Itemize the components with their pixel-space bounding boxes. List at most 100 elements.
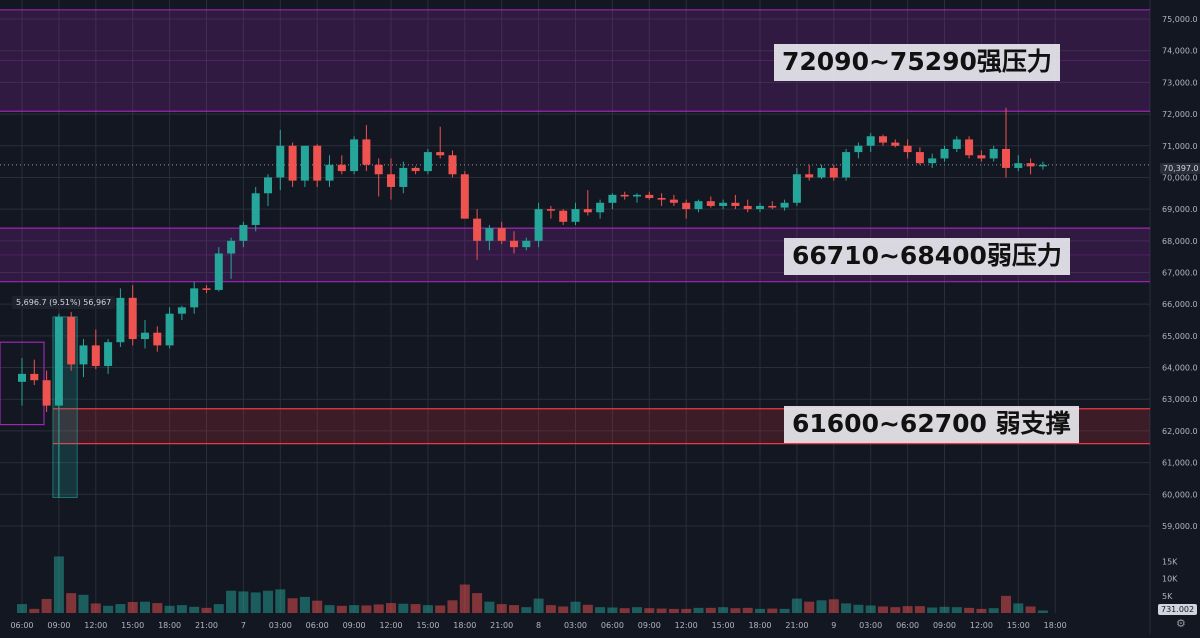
volume-bar (176, 605, 187, 613)
candle-body (928, 158, 937, 164)
time-tick-label: 21:00 (785, 621, 808, 630)
settings-gear-icon[interactable]: ⚙ (1176, 617, 1186, 630)
candle-body (116, 297, 125, 343)
candle-body (571, 209, 580, 222)
price-tick-label: 74,000.0 (1162, 47, 1198, 56)
time-tick-label: 18:00 (1044, 621, 1067, 630)
candle-body (30, 373, 39, 381)
volume-bar (841, 603, 852, 613)
volume-bar (607, 607, 618, 613)
candle-body (374, 164, 383, 175)
time-tick-label: 03:00 (269, 621, 292, 630)
candle-body (510, 240, 518, 248)
price-tick-label: 61,000.0 (1162, 459, 1198, 468)
volume-bar (152, 603, 163, 613)
time-tick-label: 21:00 (490, 621, 513, 630)
volume-bar (755, 608, 765, 613)
zone-label-weak-support: 61600~62700 弱支撑 (784, 406, 1079, 443)
volume-bar (435, 605, 446, 613)
volume-bar (386, 603, 396, 613)
candle-body (866, 136, 875, 146)
candle-body (177, 307, 186, 314)
candle-body (399, 167, 408, 187)
candle-body (448, 155, 457, 175)
candle-body (18, 373, 26, 382)
candle-body (657, 198, 666, 200)
candle-body (1014, 163, 1023, 168)
volume-bar (1025, 606, 1036, 613)
candle-body (645, 194, 654, 199)
candle-body (682, 202, 691, 210)
volume-bars (17, 556, 1048, 613)
volume-bar (324, 605, 335, 613)
time-tick-label: 7 (241, 621, 246, 630)
candle-body (731, 202, 740, 206)
candle-body (952, 139, 961, 149)
volume-bar (545, 605, 556, 613)
candle-body (485, 228, 494, 241)
volume-bar (705, 607, 716, 613)
volume-bar (558, 606, 569, 613)
candle-body (387, 174, 395, 187)
volume-bar (103, 605, 114, 613)
candle-body (128, 297, 137, 340)
price-tick-label: 60,000.0 (1162, 490, 1198, 499)
volume-bar (361, 605, 372, 613)
volume-bar (226, 590, 237, 613)
volume-bar (521, 607, 532, 613)
candle-body (522, 240, 531, 248)
volume-bar (533, 598, 544, 613)
volume-bar (422, 605, 433, 613)
candle-body (989, 148, 998, 159)
volume-bar (459, 584, 470, 613)
candle-body (780, 202, 789, 208)
volume-bar (312, 600, 323, 613)
time-axis: 06:00 09:00 12:00 15:00 18:00 21:00 7 03:00 06:0… (10, 621, 1066, 630)
price-axis: 75,000.0 74,000.0 73,000.0 72,000.0 71,000.0… (1162, 15, 1198, 531)
price-tick-label: 67,000.0 (1162, 269, 1198, 278)
candle-body (325, 164, 334, 181)
volume-bar (472, 593, 483, 613)
candle-body (534, 209, 543, 241)
time-tick-label: 12:00 (379, 621, 402, 630)
candle-body (546, 209, 555, 211)
volume-bar (890, 607, 901, 613)
candle-body (792, 174, 801, 203)
price-tick-label: 70,000.0 (1162, 173, 1198, 182)
candle-body (608, 194, 617, 203)
last-price-label: 70,397.0 (1160, 163, 1200, 174)
candle-body (891, 142, 900, 146)
volume-bar (447, 600, 458, 613)
volume-bar (595, 607, 606, 613)
candle-body (719, 202, 728, 206)
volume-bar (238, 591, 249, 613)
time-tick-label: 06:00 (306, 621, 329, 630)
candle-body (977, 155, 986, 159)
candle-body (67, 316, 76, 365)
volume-tick-label: 10K (1162, 575, 1178, 584)
candle-body (940, 148, 949, 159)
volume-bar (127, 602, 138, 613)
price-tick-label: 72,000.0 (1162, 110, 1198, 119)
candle-body (460, 174, 469, 219)
price-tick-label: 64,000.0 (1162, 364, 1198, 373)
candles (18, 107, 1047, 498)
volume-bar (730, 608, 741, 613)
volume-bar (90, 603, 101, 613)
candle-body (743, 205, 752, 210)
volume-bar (287, 598, 298, 613)
time-tick-label: 03:00 (859, 621, 882, 630)
volume-bar (53, 556, 64, 613)
candle-body (1038, 164, 1047, 167)
volume-bar (656, 608, 667, 613)
candle-body (91, 345, 100, 366)
candle-body (165, 313, 174, 346)
candle-body (756, 205, 764, 210)
volume-bar (78, 594, 89, 613)
time-tick-label: 06:00 (601, 621, 624, 630)
time-tick-label: 09:00 (638, 621, 661, 630)
candle-body (669, 199, 678, 203)
time-tick-label: 21:00 (195, 621, 218, 630)
volume-bar (263, 590, 273, 613)
candle-body (214, 253, 223, 290)
